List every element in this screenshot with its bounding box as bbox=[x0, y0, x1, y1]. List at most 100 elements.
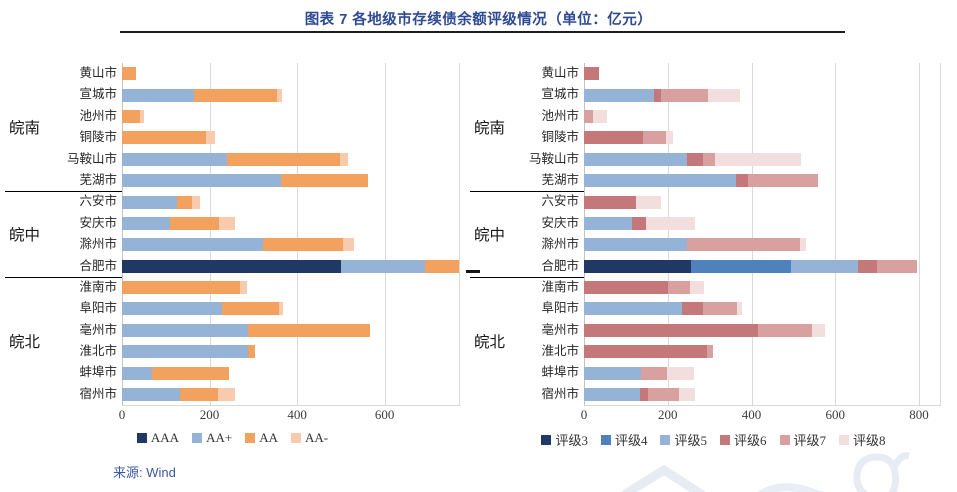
source-note: 来源: Wind bbox=[113, 465, 176, 480]
bar-segment bbox=[248, 345, 255, 359]
bar-segment bbox=[122, 302, 223, 316]
bar-segment bbox=[584, 323, 758, 337]
group-label: 皖南 bbox=[9, 120, 41, 138]
bar-segment bbox=[640, 366, 667, 380]
bar-segment bbox=[122, 345, 249, 359]
bar-segment bbox=[278, 302, 284, 316]
city-label: 宿州市 bbox=[541, 386, 579, 401]
bar-stack bbox=[584, 388, 940, 402]
bar-segment bbox=[642, 131, 667, 145]
city-label: 六安市 bbox=[79, 194, 117, 209]
bar-segment bbox=[584, 195, 637, 209]
legend-item: AA+ bbox=[192, 430, 232, 446]
bar-segment bbox=[584, 216, 632, 230]
bar-segment bbox=[122, 109, 140, 123]
bar-row bbox=[584, 106, 940, 127]
bar-row bbox=[122, 341, 459, 362]
bar-row bbox=[122, 277, 459, 298]
city-label: 蚌埠市 bbox=[79, 365, 117, 380]
bar-segment bbox=[122, 174, 281, 188]
city-label: 池州市 bbox=[79, 108, 117, 123]
bar-segment bbox=[343, 238, 354, 252]
bar-stack bbox=[584, 323, 940, 337]
legend: 评级3 评级4 评级5 评级6 评级7 评级8 bbox=[470, 430, 957, 449]
legend-label: AA- bbox=[304, 430, 329, 445]
tick-label: 200 bbox=[658, 407, 678, 422]
bar-row bbox=[584, 191, 940, 212]
bar-row bbox=[122, 298, 459, 319]
bar-row bbox=[584, 149, 940, 170]
bar-stack bbox=[122, 366, 459, 380]
group-column: 皖南 皖中 皖北 bbox=[5, 63, 50, 405]
bar-segment bbox=[686, 238, 800, 252]
legend-item: 评级6 bbox=[720, 430, 767, 449]
bar-segment bbox=[877, 259, 917, 273]
city-label: 合肥市 bbox=[541, 258, 579, 273]
bar-stack bbox=[122, 323, 459, 337]
bar-segment bbox=[584, 259, 691, 273]
legend: AAA AA+ AA AA- bbox=[5, 430, 460, 446]
bar-stack bbox=[584, 345, 940, 359]
bar-segment bbox=[584, 109, 593, 123]
bar-stack bbox=[584, 152, 940, 166]
tick-label: 200 bbox=[199, 407, 220, 422]
chart-left-external-rating: 皖南 皖中 皖北 黄山市 宣城市 池州市 铜陵市 马鞍山市 芜湖市 六安市 安庆市 滁州市 合肥市 淮南… bbox=[5, 63, 460, 446]
legend-item: 评级5 bbox=[660, 430, 707, 449]
bar-segment bbox=[584, 302, 682, 316]
legend-swatch-icon bbox=[779, 434, 790, 445]
bar-segment bbox=[122, 323, 249, 337]
group-separator bbox=[5, 277, 122, 278]
city-label: 亳州市 bbox=[541, 322, 579, 337]
legend-label: AA bbox=[259, 430, 278, 445]
city-label: 阜阳市 bbox=[541, 301, 579, 316]
tick-label: 0 bbox=[118, 407, 126, 422]
bar-stack bbox=[584, 366, 940, 380]
bar-segment bbox=[139, 109, 145, 123]
legend-label: 评级4 bbox=[614, 433, 648, 448]
city-label: 淮北市 bbox=[79, 344, 117, 359]
bar-segment bbox=[584, 366, 641, 380]
bar-segment bbox=[799, 238, 806, 252]
bar-segment bbox=[791, 259, 859, 273]
plot-area bbox=[122, 63, 460, 406]
city-label: 蚌埠市 bbox=[541, 365, 579, 380]
gridline bbox=[835, 63, 837, 405]
bar-segment bbox=[736, 302, 742, 316]
legend-item: 评级8 bbox=[839, 430, 886, 449]
city-label: 铜陵市 bbox=[79, 130, 117, 145]
bar-segment bbox=[584, 238, 687, 252]
bar-row bbox=[122, 127, 459, 148]
bar-segment bbox=[703, 302, 737, 316]
bar-row bbox=[584, 63, 940, 84]
bar-segment bbox=[584, 67, 600, 81]
bar-segment bbox=[707, 88, 740, 102]
bar-segment bbox=[122, 366, 152, 380]
bar-segment bbox=[218, 388, 236, 402]
legend-label: 评级8 bbox=[853, 433, 886, 448]
bar-row bbox=[584, 256, 940, 277]
bar-row bbox=[122, 320, 459, 341]
bar-row bbox=[584, 298, 940, 319]
bar-stack bbox=[584, 216, 940, 230]
legend-swatch-icon bbox=[290, 433, 301, 443]
figure-title: 图表 7 各地级市存续债余额评级情况（单位：亿元） bbox=[304, 12, 653, 28]
bar-segment bbox=[122, 195, 177, 209]
plot-area bbox=[584, 63, 941, 406]
bar-segment bbox=[122, 67, 136, 81]
bar-segment bbox=[122, 216, 171, 230]
bar-stack bbox=[584, 259, 940, 273]
gridline bbox=[209, 63, 211, 405]
legend-label: 评级6 bbox=[734, 433, 767, 448]
bar-segment bbox=[584, 88, 654, 102]
bar-row bbox=[122, 256, 459, 277]
bar-row bbox=[584, 84, 940, 105]
bar-segment bbox=[222, 302, 279, 316]
bar-row bbox=[122, 234, 459, 255]
bar-segment bbox=[690, 281, 705, 295]
city-label: 安庆市 bbox=[79, 215, 117, 230]
legend-item: 评级3 bbox=[541, 430, 588, 449]
watermark bbox=[620, 452, 910, 492]
gridline bbox=[297, 63, 299, 405]
city-label: 合肥市 bbox=[79, 258, 117, 273]
